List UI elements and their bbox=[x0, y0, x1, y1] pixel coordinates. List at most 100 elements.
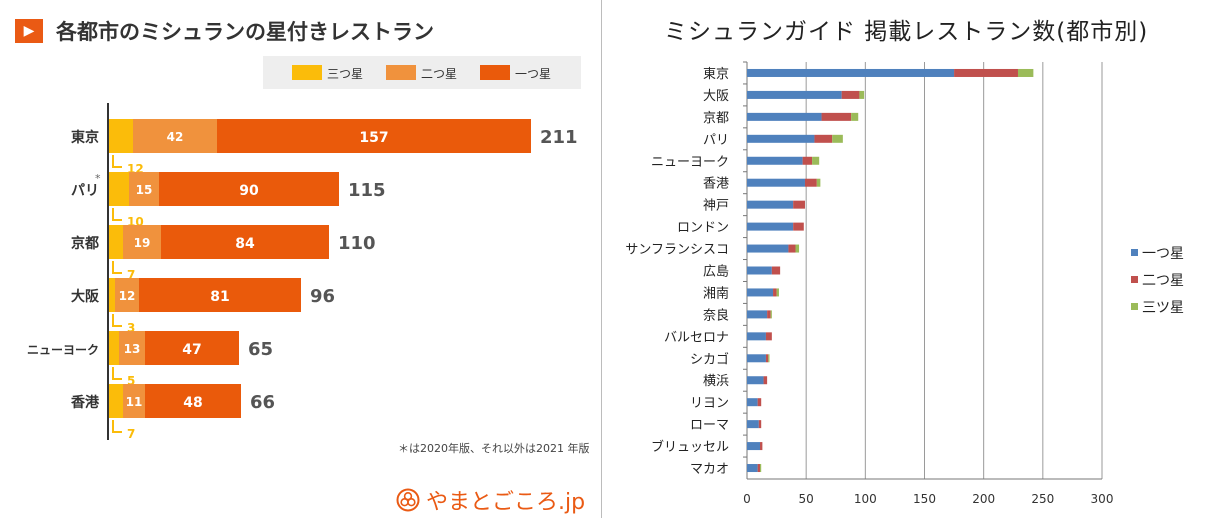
category-label: ブリュッセル bbox=[651, 439, 729, 455]
bar-two-star bbox=[793, 222, 804, 231]
value-label-one-star: 81 bbox=[210, 289, 229, 305]
bar-two-star bbox=[763, 376, 768, 385]
value-label-two-star: 42 bbox=[167, 130, 184, 144]
three-star-connector bbox=[112, 314, 122, 327]
bar-one-star bbox=[747, 266, 772, 275]
legend-label-2: 二つ星 bbox=[421, 67, 457, 81]
bar-one-star bbox=[747, 244, 789, 253]
category-label: ローマ bbox=[690, 418, 729, 433]
legend-label: 一つ星 bbox=[1142, 246, 1184, 262]
bar-one-star bbox=[161, 225, 329, 259]
legend-swatch bbox=[1131, 276, 1138, 283]
legend-swatch bbox=[1131, 249, 1138, 256]
value-label-two-star: 13 bbox=[124, 342, 141, 356]
bar-two-star bbox=[954, 68, 1018, 77]
legend-swatch-3 bbox=[292, 65, 322, 80]
category-label: リヨン bbox=[690, 396, 729, 411]
brand-name: やまとごころ.jp bbox=[426, 490, 586, 515]
bar-one-star bbox=[747, 376, 764, 385]
bar-two-star bbox=[129, 172, 159, 206]
total-label: 211 bbox=[540, 127, 578, 148]
bar-one-star bbox=[747, 420, 759, 429]
value-label-one-star: 84 bbox=[235, 236, 255, 252]
three-star-connector bbox=[112, 420, 122, 433]
bar-one-star bbox=[747, 398, 758, 407]
bar-one-star bbox=[747, 68, 955, 77]
bar-three-star bbox=[768, 354, 770, 363]
bar-two-star bbox=[765, 332, 772, 341]
bar-one-star bbox=[747, 354, 766, 363]
x-tick-label: 50 bbox=[799, 492, 814, 506]
brand-emblem-icon bbox=[396, 488, 420, 512]
three-star-connector bbox=[112, 208, 122, 221]
total-label: 96 bbox=[310, 286, 335, 307]
category-label: 奈良 bbox=[703, 307, 729, 323]
category-label: マカオ bbox=[690, 462, 729, 477]
bar-one-star bbox=[747, 134, 815, 143]
right-panel: ミシュランガイド 掲載レストラン数(都市別) 0 50 100 150 200 250 30… bbox=[602, 0, 1223, 518]
bar-two-star bbox=[793, 200, 805, 209]
bar-three-star bbox=[851, 112, 859, 121]
x-tick-label: 150 bbox=[913, 492, 936, 506]
category-label: サンフランシスコ bbox=[625, 243, 729, 258]
value-label-one-star: 90 bbox=[239, 183, 259, 199]
left-panel: ▶ 各都市のミシュランの星付きレストラン 三つ星 二つ星 一つ星 東京 42 157 211… bbox=[0, 0, 600, 518]
value-label-three-star: 5 bbox=[127, 374, 135, 388]
bar-one-star bbox=[145, 384, 241, 418]
bar-one-star bbox=[747, 112, 822, 121]
category-label: ニューヨーク bbox=[651, 155, 729, 170]
bar-one-star bbox=[139, 278, 301, 312]
footnote: ＊は2020年版、それ以外は2021 年版 bbox=[398, 442, 590, 455]
category-label: バルセロナ bbox=[664, 330, 729, 345]
bar-three-star bbox=[1017, 68, 1034, 77]
bar-one-star bbox=[747, 222, 794, 231]
category-label: ロンドン bbox=[677, 221, 729, 236]
bar-three-star bbox=[812, 156, 820, 165]
bar-two-star bbox=[765, 354, 769, 363]
bar-two-star bbox=[841, 90, 860, 99]
bar-two-star bbox=[757, 464, 761, 473]
legend-label: 二つ星 bbox=[1142, 273, 1184, 289]
bar-two-star bbox=[123, 384, 145, 418]
bar-two-star bbox=[773, 288, 777, 297]
x-tick-label: 200 bbox=[972, 492, 995, 506]
bar-one-star bbox=[747, 464, 758, 473]
total-label: 66 bbox=[250, 392, 275, 413]
three-star-connector bbox=[112, 367, 122, 380]
bar-one-star bbox=[747, 90, 842, 99]
bar-two-star bbox=[758, 420, 762, 429]
bar-three-star bbox=[776, 288, 779, 297]
legend-label-3: 三つ星 bbox=[327, 67, 363, 81]
bar-one-star bbox=[747, 178, 805, 187]
title-arrow-icon: ▶ bbox=[15, 19, 43, 43]
category-label: 香港 bbox=[703, 177, 729, 192]
bar-three-star bbox=[859, 90, 865, 99]
value-label-two-star: 11 bbox=[126, 395, 143, 409]
category-label: 広島 bbox=[703, 265, 729, 280]
bar-one-star bbox=[145, 331, 239, 365]
bar-one-star bbox=[747, 288, 774, 297]
bar-three-star bbox=[109, 384, 123, 418]
category-label: 大阪 bbox=[71, 288, 100, 305]
bar-three-star bbox=[109, 278, 115, 312]
bar-two-star bbox=[115, 278, 139, 312]
value-label-two-star: 15 bbox=[136, 183, 153, 197]
bar-two-star bbox=[760, 442, 763, 451]
x-tick-label: 300 bbox=[1091, 492, 1114, 506]
category-label: ニューヨーク bbox=[27, 343, 99, 357]
bar-one-star bbox=[747, 442, 761, 451]
category-label: シカゴ bbox=[690, 351, 729, 367]
bar-three-star bbox=[795, 244, 800, 253]
legend-swatch bbox=[1131, 303, 1138, 310]
value-label-one-star: 48 bbox=[183, 395, 202, 411]
bar-two-star bbox=[767, 310, 771, 319]
category-label: 京都 bbox=[703, 111, 729, 126]
x-tick-label: 250 bbox=[1031, 492, 1054, 506]
category-label: パリ bbox=[71, 183, 99, 199]
value-label-one-star: 157 bbox=[359, 130, 388, 146]
bar-one-star bbox=[747, 332, 766, 341]
left-chart-title: 各都市のミシュランの星付きレストラン bbox=[56, 20, 434, 44]
category-label: 東京 bbox=[71, 129, 99, 146]
category-label: パリ bbox=[703, 133, 729, 148]
